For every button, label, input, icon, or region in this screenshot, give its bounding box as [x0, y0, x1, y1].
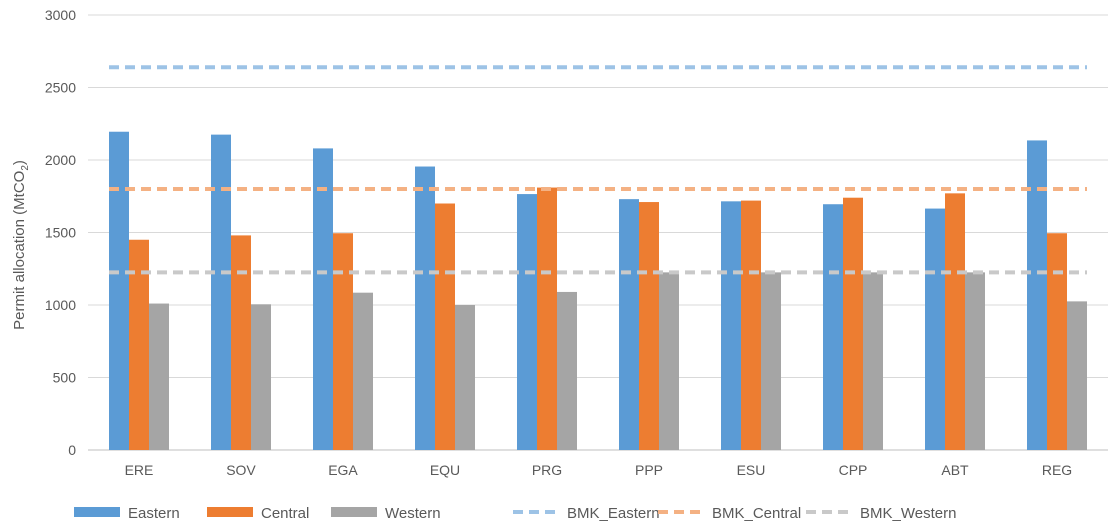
bar-western-ega: [353, 292, 373, 450]
y-tick-label: 0: [68, 442, 76, 458]
legend-swatch-eastern: [74, 507, 120, 517]
bar-eastern-esu: [721, 201, 741, 450]
bar-central-sov: [231, 235, 251, 450]
y-tick-label: 1000: [45, 297, 76, 313]
bar-central-esu: [741, 200, 761, 450]
bar-eastern-prg: [517, 194, 537, 450]
x-axis-ticks: ERE SOV EGA EQU PRG PPP ESU CPP ABT REG: [125, 462, 1073, 478]
legend-label: BMK_Central: [712, 505, 801, 522]
bar-eastern-reg: [1027, 140, 1047, 451]
bar-western-abt: [965, 272, 985, 450]
bar-eastern-sov: [211, 134, 231, 450]
bar-western-cpp: [863, 272, 883, 450]
bar-eastern-equ: [415, 166, 435, 450]
y-axis-title: Permit allocation (MtCO2): [11, 160, 31, 330]
bar-western-ppp: [659, 272, 679, 450]
bar-central-ere: [129, 239, 149, 450]
y-tick-label: 1500: [45, 225, 76, 241]
x-tick-label: ABT: [941, 462, 969, 478]
bar-western-prg: [557, 291, 577, 450]
x-tick-label: EGA: [328, 462, 358, 478]
bar-central-cpp: [843, 197, 863, 450]
bar-western-sov: [251, 304, 271, 450]
bars: [109, 131, 1087, 451]
legend-label: Central: [261, 505, 309, 522]
y-axis-title-main: Permit allocation (MtCO: [11, 171, 28, 330]
legend: Eastern Central Western BMK_Eastern BMK_Cent…: [74, 505, 956, 522]
bar-western-esu: [761, 272, 781, 450]
legend-label: Western: [385, 505, 441, 522]
bar-central-prg: [537, 187, 557, 451]
y-axis-ticks: 0 500 1000 1500 2000 2500 3000: [45, 7, 76, 458]
bar-western-equ: [455, 305, 475, 450]
x-tick-label: SOV: [226, 462, 256, 478]
x-tick-label: ERE: [125, 462, 154, 478]
bar-western-reg: [1067, 301, 1087, 450]
x-tick-label: ESU: [737, 462, 766, 478]
y-axis-title-end: ): [11, 160, 28, 165]
bar-western-ere: [149, 303, 169, 450]
legend-swatch-central: [207, 507, 253, 517]
bar-eastern-abt: [925, 208, 945, 450]
x-tick-label: EQU: [430, 462, 460, 478]
bar-eastern-ere: [109, 131, 129, 450]
legend-swatch-western: [331, 507, 377, 517]
x-tick-label: PPP: [635, 462, 663, 478]
x-tick-label: CPP: [839, 462, 868, 478]
bar-central-ppp: [639, 202, 659, 450]
x-tick-label: REG: [1042, 462, 1072, 478]
y-tick-label: 3000: [45, 7, 76, 23]
benchmark-lines: [109, 65, 1087, 275]
bar-eastern-cpp: [823, 204, 843, 450]
bar-central-abt: [945, 193, 965, 450]
legend-label: BMK_Eastern: [567, 505, 660, 522]
bar-central-ega: [333, 233, 353, 450]
bar-central-equ: [435, 203, 455, 450]
y-tick-label: 2500: [45, 80, 76, 96]
y-axis-title-subscript: 2: [20, 165, 31, 171]
legend-label: Eastern: [128, 505, 180, 522]
x-tick-label: PRG: [532, 462, 562, 478]
y-tick-label: 2000: [45, 152, 76, 168]
legend-label: BMK_Western: [860, 505, 956, 522]
bar-eastern-ega: [313, 148, 333, 450]
y-tick-label: 500: [53, 370, 77, 386]
bar-central-reg: [1047, 233, 1067, 450]
bar-eastern-ppp: [619, 199, 639, 450]
